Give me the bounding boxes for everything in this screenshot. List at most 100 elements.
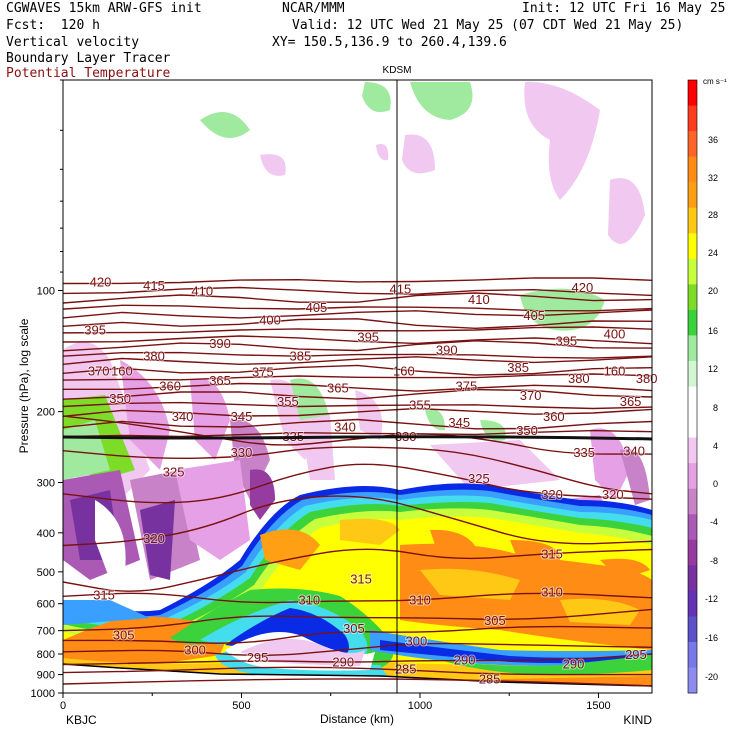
theta-contour-line (63, 304, 652, 312)
theta-label: 325 (468, 471, 490, 486)
colorbar-label: 20 (708, 286, 718, 296)
tropopause-line (63, 435, 652, 441)
theta-label: 290 (332, 654, 354, 669)
theta-label: 340 (172, 409, 194, 424)
theta-label: 285 (395, 662, 417, 677)
theta-contour-line (63, 364, 652, 376)
colorbar-swatch (688, 80, 697, 107)
theta-label: 300 (406, 633, 428, 648)
theta-label: 360 (159, 378, 181, 393)
colorbar-unit: cm s⁻¹ (703, 77, 727, 86)
theta-label: 345 (448, 415, 470, 430)
colorbar-swatch (688, 590, 697, 617)
y-axis-title: Pressure (hPa), log scale (17, 318, 31, 453)
colorbar-swatch (688, 131, 697, 158)
theta-label: 370 (88, 363, 110, 378)
theta-label: 380 (636, 371, 658, 386)
theta-contour-line (63, 463, 652, 504)
colorbar-swatch (688, 156, 697, 183)
theta-label: 310 (409, 592, 431, 607)
theta-label: 295 (625, 647, 647, 662)
theta-label: 390 (209, 336, 231, 351)
theta-label: 160 (111, 363, 133, 378)
theta-contour-line (63, 382, 652, 392)
colorbar-swatch (688, 335, 697, 362)
right-endpoint-label: KIND (623, 713, 652, 727)
organization: NCAR/MMM (282, 1, 345, 16)
y-tick-label: 100 (37, 285, 55, 297)
valid-time: Valid: 12 UTC Wed 21 May 25 (07 CDT Wed … (292, 18, 684, 33)
y-tick-label: 400 (37, 528, 55, 540)
colorbar-swatch (688, 105, 697, 132)
theta-label: 410 (468, 292, 490, 307)
colorbar-label: 28 (708, 210, 718, 220)
theta-contour-line (63, 351, 652, 359)
field-potential-temperature: Potential Temperature (6, 66, 171, 81)
theta-label: 385 (507, 360, 529, 375)
x-tick-label: 1500 (586, 700, 610, 712)
theta-label: 360 (543, 409, 565, 424)
theta-label: 400 (259, 312, 281, 327)
colorbar-swatch (688, 360, 697, 387)
theta-contour-line (63, 642, 652, 656)
colorbar-swatch (688, 284, 697, 311)
theta-label: 315 (350, 572, 372, 587)
theta-label: 395 (357, 329, 379, 344)
theta-contour-line (63, 608, 652, 632)
y-tick-label: 200 (37, 407, 55, 419)
theta-contour-line (63, 356, 652, 366)
left-endpoint-label: KBJC (66, 713, 97, 727)
theta-contour-line (63, 388, 652, 400)
colorbar-swatch (688, 233, 697, 260)
colorbar-swatch (688, 182, 697, 209)
theta-label: 420 (90, 275, 112, 290)
theta-label: 365 (620, 394, 642, 409)
theta-label: 295 (247, 650, 269, 665)
theta-label: 290 (454, 652, 476, 667)
init-time: Init: 12 UTC Fri 16 May 25 (522, 1, 726, 16)
colorbar-label: 16 (708, 326, 718, 336)
colorbar-swatch (688, 207, 697, 234)
theta-label: 290 (563, 657, 585, 672)
theta-label: 315 (93, 588, 115, 603)
y-tick-label: 900 (37, 670, 55, 682)
colorbar-label: 8 (713, 403, 718, 413)
theta-label: 340 (334, 420, 356, 435)
theta-contour-line (63, 678, 652, 687)
theta-label: 385 (290, 348, 312, 363)
theta-label: 310 (298, 592, 320, 607)
theta-contour-line (63, 277, 652, 285)
colorbar-swatch (688, 258, 697, 285)
colorbar-swatch (688, 565, 697, 592)
theta-contour-line (63, 653, 652, 666)
theta-contour-line (63, 309, 652, 319)
theta-label: 405 (306, 300, 328, 315)
theta-label: 305 (484, 613, 506, 628)
theta-contour-line (63, 495, 652, 547)
theta-label: 370 (520, 388, 542, 403)
theta-label: 395 (555, 333, 577, 348)
theta-contour-line (63, 286, 652, 297)
theta-label: 345 (231, 409, 253, 424)
plot-frame (62, 79, 653, 694)
axes: 0 500 1000 1500 100 200 300 400 500 600 700 800 900 1… (31, 79, 611, 712)
theta-label: 310 (541, 585, 563, 600)
theta-label: 400 (604, 327, 626, 342)
field-vertical-velocity: Vertical velocity (6, 35, 140, 50)
theta-contour-line (63, 318, 652, 330)
theta-contours (63, 277, 652, 687)
model-title: CGWAVES 15km ARW-GFS init (6, 1, 202, 16)
colorbar-label: 0 (713, 479, 718, 489)
theta-label: 350 (109, 391, 131, 406)
theta-contour-line (63, 446, 652, 495)
station-marker-label: KDSM (383, 65, 412, 76)
theta-label: 160 (393, 363, 415, 378)
theta-label: 315 (541, 546, 563, 561)
theta-contour-line (63, 401, 652, 410)
colorbar-label: 36 (708, 135, 718, 145)
theta-label: 375 (456, 378, 478, 393)
theta-label: 305 (113, 627, 135, 642)
theta-label: 355 (277, 394, 299, 409)
colorbar-label: -4 (710, 517, 718, 527)
theta-label: 355 (409, 398, 431, 413)
